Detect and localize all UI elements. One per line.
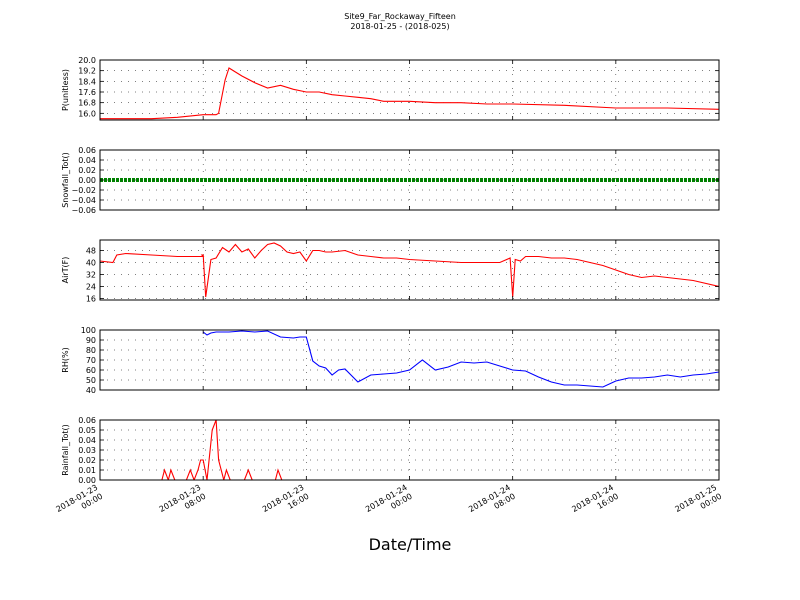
subplot-1: 16.016.8 17.6 18.419.2 20.0 P(unitless) — [61, 56, 720, 121]
y-tick-label: 80 — [86, 346, 96, 355]
y-tick-label: 0.02 — [78, 456, 96, 465]
subplot-3: 16 24 32 40 48 AirT(F) — [61, 239, 720, 304]
series-line-1 — [202, 330, 719, 388]
y-tick-label: 70 — [86, 356, 96, 365]
y-axis-label: AirT(F) — [61, 257, 70, 284]
y-tick-label: 32 — [86, 271, 96, 280]
y-tick-label: 0.06 — [78, 146, 96, 155]
y-tick-label: 0.06 — [78, 416, 96, 425]
y-tick-label: −0.06 — [71, 206, 96, 215]
y-axis-label: Rainfall_Tot() — [61, 424, 70, 476]
y-tick-label: 16.0 — [78, 109, 96, 118]
y-tick-label: 100 — [81, 326, 96, 335]
y-tick-label: 90 — [86, 336, 96, 345]
y-ticks: 16 24 32 40 48 — [86, 247, 719, 304]
series-line-1 — [100, 420, 719, 480]
y-tick-label: 19.2 — [78, 67, 96, 76]
grid-lines — [100, 420, 719, 480]
series-line-1 — [100, 242, 719, 298]
y-tick-label: 0.00 — [78, 476, 96, 485]
y-tick-label: 60 — [86, 366, 96, 375]
grid-lines — [100, 330, 719, 390]
y-ticks: 0.000.010.020.030.040.050.06 — [78, 416, 719, 485]
y-tick-label: 0.05 — [78, 426, 96, 435]
y-ticks: −0.06−0.04−0.020.000.020.040.06 — [71, 146, 719, 215]
y-tick-label: 40 — [86, 259, 96, 268]
y-tick-label: 50 — [86, 376, 96, 385]
series-line-1 — [100, 67, 719, 120]
y-tick-label: 48 — [86, 247, 96, 256]
y-axis-label: Snowfall_Tot() — [61, 152, 70, 208]
y-tick-label: −0.04 — [71, 196, 96, 205]
y-tick-label: 20.0 — [78, 56, 96, 65]
y-tick-label: 17.6 — [78, 88, 96, 97]
chart-title-line1: Site9_Far_Rockaway_Fifteen — [344, 12, 456, 21]
y-tick-label: 0.04 — [78, 156, 96, 165]
y-axis-label: RH(%) — [61, 347, 70, 372]
y-tick-label: −0.02 — [71, 186, 96, 195]
y-axis-label: P(unitless) — [61, 69, 70, 111]
y-tick-label: 18.4 — [78, 77, 96, 86]
y-tick-label: 16 — [86, 295, 96, 304]
chart-title-line2: 2018-01-25 - (2018-025) — [350, 22, 449, 31]
y-tick-label: 0.03 — [78, 446, 96, 455]
subplot-2: −0.06−0.04−0.020.000.020.040.06Snowfall_… — [61, 146, 720, 215]
grid-lines — [100, 150, 719, 210]
y-tick-label: 24 — [86, 283, 96, 292]
y-tick-label: 0.04 — [78, 436, 96, 445]
y-tick-label: 16.8 — [78, 99, 96, 108]
grid-lines — [100, 60, 719, 120]
subplot-5: 0.000.010.020.030.040.050.06 Rainfall_Tot… — [61, 416, 720, 485]
y-ticks: 16.016.8 17.6 18.419.2 20.0 — [78, 56, 719, 118]
y-tick-label: 0.00 — [78, 176, 96, 185]
y-tick-label: 0.02 — [78, 166, 96, 175]
y-tick-label: 40 — [86, 386, 96, 395]
y-tick-label: 0.01 — [78, 466, 96, 475]
subplots: 16.016.8 17.6 18.419.2 20.0 P(unitless) −0.06… — [61, 56, 720, 485]
x-axis-label: Date/Time — [369, 535, 452, 554]
